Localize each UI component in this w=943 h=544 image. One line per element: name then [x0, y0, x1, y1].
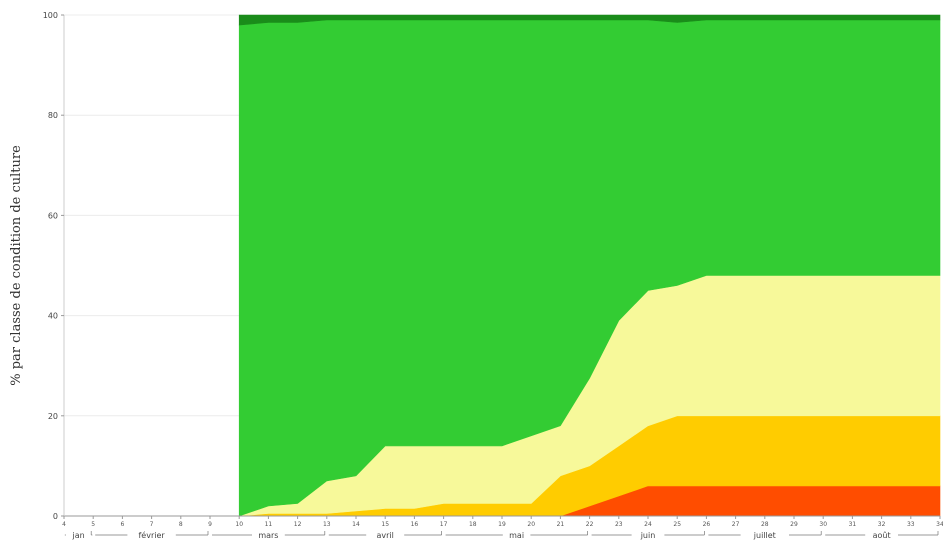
x-tick-label: 32	[878, 521, 886, 528]
x-tick-label: 7	[150, 521, 154, 528]
month-label-group: juillet	[708, 531, 822, 540]
month-label: jan	[71, 531, 84, 540]
x-tick-label: 34	[936, 521, 943, 528]
x-tick-label: 28	[761, 521, 769, 528]
x-tick-label: 23	[615, 521, 623, 528]
x-tick-label: 30	[819, 521, 827, 528]
month-label: juillet	[753, 531, 776, 540]
month-label: mars	[258, 531, 278, 540]
x-tick-label: 8	[179, 521, 183, 528]
area-series-5	[238, 14, 941, 26]
month-label: août	[873, 531, 891, 540]
month-label: février	[138, 530, 165, 540]
y-axis-label: % par classe de condition de culture	[9, 145, 24, 386]
x-tick-label: 4	[62, 521, 66, 528]
x-tick-label: 25	[673, 521, 681, 528]
x-tick-label: 13	[323, 521, 331, 528]
x-tick-label: 12	[294, 521, 302, 528]
x-tick-label: 22	[586, 521, 594, 528]
y-tick-label: 100	[43, 11, 58, 20]
month-label-group: février	[95, 530, 209, 540]
month-label: mai	[509, 531, 524, 540]
x-tick-label: 24	[644, 521, 652, 528]
month-label: avril	[377, 531, 394, 540]
month-label-group: août	[825, 531, 939, 540]
y-tick-label: 60	[48, 211, 58, 220]
x-tick-label: 21	[557, 521, 565, 528]
x-tick-label: 27	[732, 521, 740, 528]
y-tick-label: 40	[48, 312, 58, 321]
x-tick-label: 33	[907, 521, 915, 528]
x-tick-label: 31	[849, 521, 857, 528]
month-label-group: mars	[212, 531, 326, 540]
x-tick-label: 9	[208, 521, 212, 528]
x-tick-label: 10	[235, 521, 243, 528]
month-label-group: avril	[328, 531, 442, 540]
y-tick-label: 0	[53, 512, 58, 521]
x-tick-label: 11	[265, 521, 273, 528]
x-tick-label: 15	[381, 521, 389, 528]
x-tick-label: 26	[703, 521, 711, 528]
month-label: juin	[640, 531, 656, 540]
month-label-group: juin	[591, 531, 705, 540]
month-label-group: mai	[445, 531, 588, 540]
month-labels: jan février mars avril mai juin juillet août	[64, 530, 939, 540]
x-tick-label: 20	[527, 521, 535, 528]
x-tick-label: 18	[469, 521, 477, 528]
y-tick-labels: 0 20 40 60 80 100	[43, 11, 64, 521]
x-tick-label: 16	[411, 521, 419, 528]
y-tick-label: 80	[48, 111, 58, 120]
x-tick-label: 5	[91, 521, 95, 528]
x-tick-label: 14	[352, 521, 360, 528]
x-tick-labels: 4 5 6 7 8 9 10 11 12 13 14 15 16 17 18 19 20 21 22 23 24 25 26…	[62, 516, 943, 528]
y-tick-label: 20	[48, 412, 58, 421]
month-label-group: jan	[64, 531, 93, 540]
x-tick-label: 17	[440, 521, 448, 528]
stacked-areas	[238, 14, 941, 517]
x-tick-label: 19	[498, 521, 506, 528]
x-tick-label: 6	[120, 521, 124, 528]
x-tick-label: 29	[790, 521, 798, 528]
